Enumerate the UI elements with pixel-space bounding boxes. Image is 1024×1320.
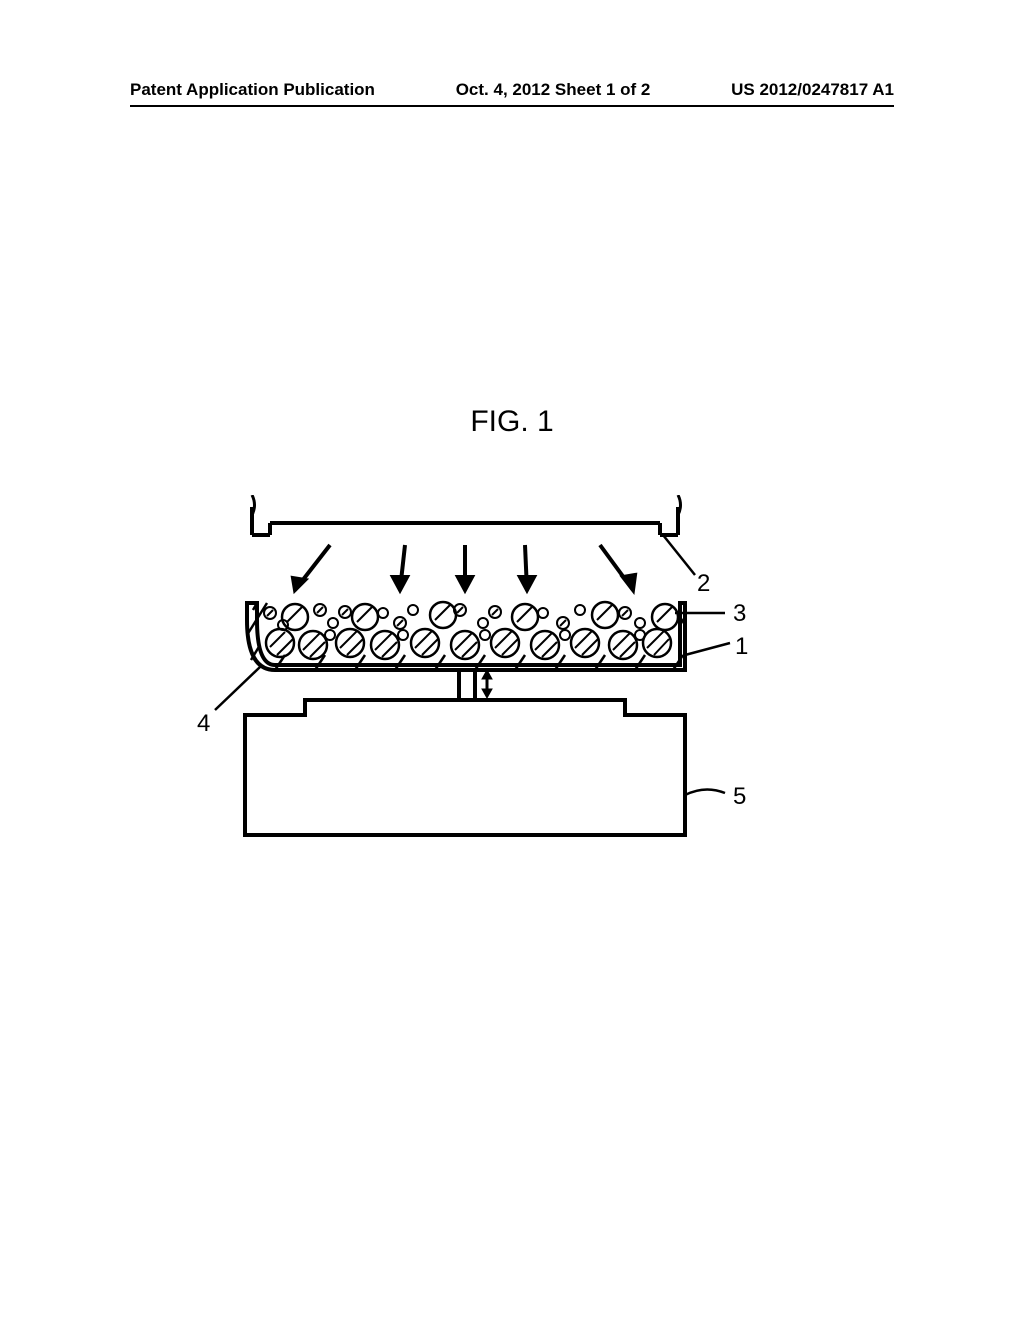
header-center: Oct. 4, 2012 Sheet 1 of 2 bbox=[456, 80, 651, 100]
callout-3: 3 bbox=[733, 600, 746, 628]
header-left: Patent Application Publication bbox=[130, 80, 375, 100]
figure-title: FIG. 1 bbox=[470, 405, 553, 439]
callout-5: 5 bbox=[733, 783, 746, 811]
figure-diagram: 2 3 1 4 5 bbox=[185, 495, 785, 875]
callout-2: 2 bbox=[697, 570, 710, 598]
callout-1: 1 bbox=[735, 633, 748, 661]
header-right: US 2012/0247817 A1 bbox=[731, 80, 894, 100]
header-divider bbox=[130, 105, 894, 107]
callout-4: 4 bbox=[197, 710, 210, 738]
